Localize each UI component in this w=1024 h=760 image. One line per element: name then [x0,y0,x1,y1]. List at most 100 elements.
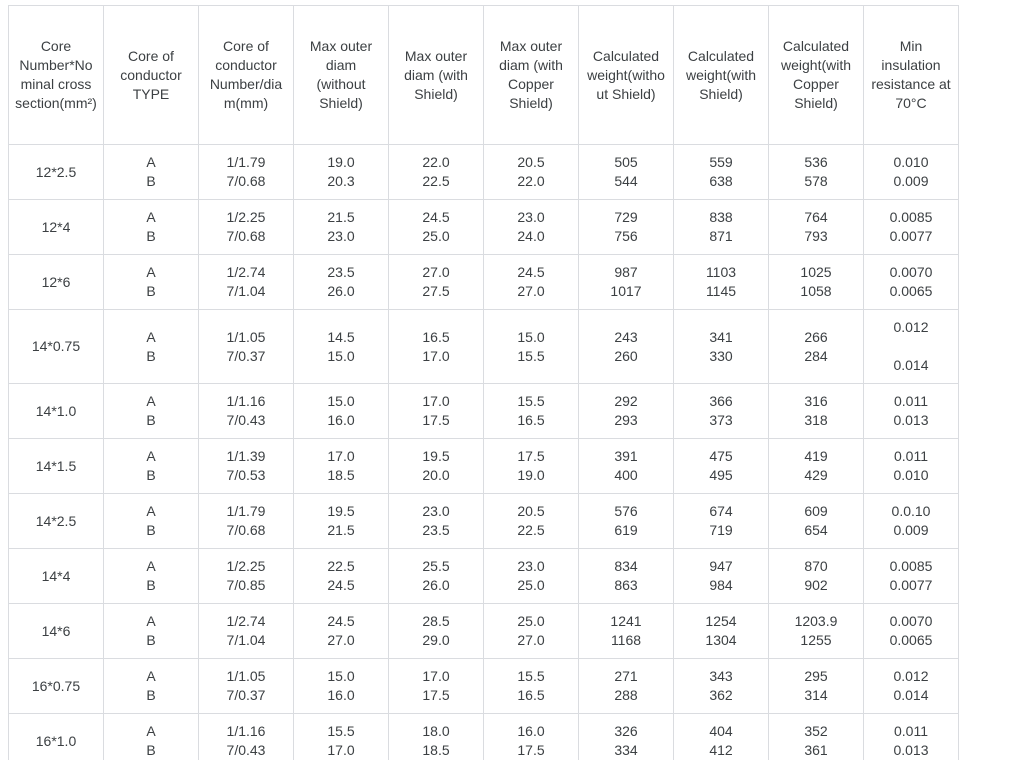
value-cell: 536 578 [768,144,864,200]
value-cell: A B [103,603,199,659]
table-row: 14*1.5 A B 1/1.39 7/0.53 17.0 18.5 19.5 20.0… [8,438,959,494]
value-cell: A B [103,383,199,439]
value-cell: 15.0 15.5 [483,309,579,384]
size-cell: 16*1.0 [8,713,104,760]
value-cell: 27.0 27.5 [388,254,484,310]
value-cell: 559 638 [673,144,769,200]
value-cell: 0.0070 0.0065 [863,254,959,310]
size-cell: 14*1.5 [8,438,104,494]
value-cell: 576 619 [578,493,674,549]
size-cell: 14*2.5 [8,493,104,549]
value-cell: 404 412 [673,713,769,760]
header-weight-without-shield: Calculated weight(without Shield) [578,5,674,145]
value-cell: 17.0 17.5 [388,383,484,439]
value-cell: 28.5 29.0 [388,603,484,659]
value-cell: 1/1.16 7/0.43 [198,383,294,439]
table-row: 12*4 A B 1/2.25 7/0.68 21.5 23.0 24.5 25.0 23… [8,199,959,255]
value-cell: 295 314 [768,658,864,714]
value-cell: 0.011 0.013 [863,713,959,760]
value-cell: 475 495 [673,438,769,494]
value-cell: 1/1.39 7/0.53 [198,438,294,494]
value-cell: 24.5 25.0 [388,199,484,255]
value-cell: A B [103,548,199,604]
value-cell: 391 400 [578,438,674,494]
value-cell: 0.0085 0.0077 [863,199,959,255]
header-max-outer-diam-without-shield: Max outer diam (without Shield) [293,5,389,145]
value-cell: 343 362 [673,658,769,714]
size-cell: 16*0.75 [8,658,104,714]
value-cell: 0.011 0.013 [863,383,959,439]
value-cell: 23.5 26.0 [293,254,389,310]
table-row: 14*0.75 A B 1/1.05 7/0.37 14.5 15.0 16.5 17.… [8,309,959,384]
size-cell: 14*0.75 [8,309,104,384]
value-cell: 870 902 [768,548,864,604]
value-cell: 24.5 27.0 [293,603,389,659]
table-header-row: Core Number*Nominal cross section(mm²) C… [8,5,959,145]
value-cell: 20.5 22.5 [483,493,579,549]
size-cell: 14*6 [8,603,104,659]
value-cell: 326 334 [578,713,674,760]
value-cell: 1/1.05 7/0.37 [198,309,294,384]
size-cell: 12*2.5 [8,144,104,200]
value-cell: 292 293 [578,383,674,439]
value-cell: A B [103,493,199,549]
value-cell: A B [103,144,199,200]
value-cell: 15.0 16.0 [293,658,389,714]
value-cell: 505 544 [578,144,674,200]
value-cell: 1241 1168 [578,603,674,659]
value-cell: 14.5 15.0 [293,309,389,384]
value-cell: A B [103,438,199,494]
value-cell: 0.0.10 0.009 [863,493,959,549]
value-cell: 15.5 16.5 [483,383,579,439]
value-cell: 22.0 22.5 [388,144,484,200]
value-cell: 1203.9 1255 [768,603,864,659]
table-row: 14*4 A B 1/2.25 7/0.85 22.5 24.5 25.5 26.0 23… [8,548,959,604]
value-cell: 17.0 17.5 [388,658,484,714]
header-min-insulation-resistance: Min insulation resistance at 70°C [863,5,959,145]
value-cell: 23.0 25.0 [483,548,579,604]
table-row: 14*2.5 A B 1/1.79 7/0.68 19.5 21.5 23.0 23.5… [8,493,959,549]
value-cell: 266 284 [768,309,864,384]
header-weight-with-shield: Calculated weight(with Shield) [673,5,769,145]
header-core-number: Core Number*Nominal cross section(mm²) [8,5,104,145]
value-cell: 674 719 [673,493,769,549]
value-cell: 16.0 17.5 [483,713,579,760]
value-cell: 16.5 17.0 [388,309,484,384]
table-header: Core Number*Nominal cross section(mm²) C… [8,5,959,145]
value-cell: 23.0 24.0 [483,199,579,255]
value-cell: 1103 1145 [673,254,769,310]
header-weight-copper-shield: Calculated weight(with Copper Shield) [768,5,864,145]
value-cell: 21.5 23.0 [293,199,389,255]
value-cell: 0.011 0.010 [863,438,959,494]
table-body: 12*2.5 A B 1/1.79 7/0.68 19.0 20.3 22.0 22.5… [8,144,959,760]
table-row: 16*1.0 A B 1/1.16 7/0.43 15.5 17.0 18.0 18.5… [8,713,959,760]
header-max-outer-diam-with-shield: Max outer diam (with Shield) [388,5,484,145]
value-cell: 0.012 0.014 [863,658,959,714]
value-cell: 419 429 [768,438,864,494]
value-cell: 271 288 [578,658,674,714]
size-cell: 12*6 [8,254,104,310]
value-cell: 1/1.79 7/0.68 [198,144,294,200]
value-cell: 316 318 [768,383,864,439]
value-cell: 1/2.74 7/1.04 [198,254,294,310]
value-cell: 15.0 16.0 [293,383,389,439]
value-cell: 22.5 24.5 [293,548,389,604]
value-cell: 0.010 0.009 [863,144,959,200]
value-cell: 1/1.16 7/0.43 [198,713,294,760]
value-cell: 18.0 18.5 [388,713,484,760]
value-cell: A B [103,309,199,384]
value-cell: 609 654 [768,493,864,549]
value-cell: A B [103,658,199,714]
value-cell: A B [103,199,199,255]
size-cell: 14*1.0 [8,383,104,439]
value-cell: 838 871 [673,199,769,255]
value-cell: A B [103,713,199,760]
value-cell: 0.012 0.014 [863,309,959,384]
table-row: 14*6 A B 1/2.74 7/1.04 24.5 27.0 28.5 29.0 25… [8,603,959,659]
value-cell: 17.5 19.0 [483,438,579,494]
value-cell: 1/1.79 7/0.68 [198,493,294,549]
value-cell: 764 793 [768,199,864,255]
value-cell: 243 260 [578,309,674,384]
value-cell: 23.0 23.5 [388,493,484,549]
table-row: 14*1.0 A B 1/1.16 7/0.43 15.0 16.0 17.0 17.5… [8,383,959,439]
